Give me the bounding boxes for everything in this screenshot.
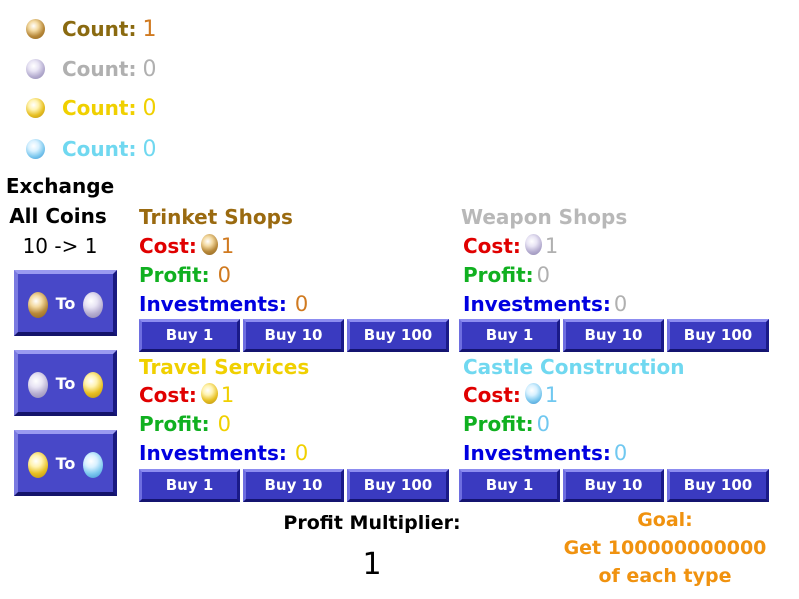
profit-multiplier-label: Profit Multiplier: — [283, 512, 461, 534]
diamond-coin-icon — [83, 452, 103, 478]
shop-title: Castle Construction — [463, 355, 685, 379]
silver-count-label: Count: 0 — [62, 57, 157, 82]
bronze-count-label: Count: 1 — [62, 17, 157, 42]
diamond-coin-icon — [524, 383, 542, 404]
buy-10-button[interactable]: Buy 10 — [563, 319, 664, 352]
buy-100-button[interactable]: Buy 100 — [667, 469, 769, 502]
buy-10-button[interactable]: Buy 10 — [243, 319, 344, 352]
buy-1-button[interactable]: Buy 1 — [459, 319, 560, 352]
gold-count-value: 0 — [142, 96, 157, 121]
bronze-coin-icon — [26, 19, 45, 39]
silver-coin-icon — [83, 292, 103, 318]
exchange-gold-to-diamond-button[interactable]: To — [14, 430, 117, 496]
diamond-count-value: 0 — [142, 137, 157, 162]
gold-count-label: Count: 0 — [62, 96, 157, 121]
goal-text: Get 100000000000 — [563, 537, 767, 559]
diamond-count-label: Count: 0 — [62, 137, 157, 162]
shop-profit: Profit: 0 — [139, 412, 232, 436]
buy-1-button[interactable]: Buy 1 — [459, 469, 560, 502]
shop-investments: Investments: 0 — [463, 292, 628, 316]
shop-cost: Cost: 1 — [463, 234, 559, 258]
shop-investments: Investments: 0 — [139, 292, 309, 316]
exchange-subtitle: All Coins — [9, 204, 107, 228]
buy-1-button[interactable]: Buy 1 — [139, 469, 240, 502]
gold-coin-icon — [83, 372, 103, 398]
shop-title: Travel Services — [139, 355, 310, 379]
shop-cost: Cost: 1 — [139, 383, 235, 407]
goal-subtext: of each type — [598, 565, 732, 587]
exchange-to-label: To — [55, 374, 76, 393]
gold-coin-icon — [28, 452, 48, 478]
shop-investments: Investments: 0 — [139, 441, 309, 465]
gold-coin-icon — [200, 383, 218, 404]
shop-title: Weapon Shops — [461, 205, 628, 229]
shop-cost: Cost: 1 — [139, 234, 235, 258]
exchange-silver-to-gold-button[interactable]: To — [14, 350, 117, 416]
diamond-coin-icon — [26, 139, 45, 159]
shop-title: Trinket Shops — [139, 205, 293, 229]
exchange-ratio: 10 -> 1 — [22, 234, 98, 258]
goal-title: Goal: — [637, 509, 693, 531]
exchange-to-label: To — [55, 294, 76, 313]
buy-1-button[interactable]: Buy 1 — [139, 319, 240, 352]
bronze-coin-icon — [28, 292, 48, 318]
silver-coin-icon — [524, 234, 542, 255]
shop-cost: Cost: 1 — [463, 383, 559, 407]
buy-100-button[interactable]: Buy 100 — [347, 469, 449, 502]
silver-coin-icon — [28, 372, 48, 398]
shop-profit: Profit: 0 — [139, 263, 232, 287]
silver-count-value: 0 — [142, 57, 157, 82]
shop-profit: Profit: 0 — [463, 263, 551, 287]
exchange-bronze-to-silver-button[interactable]: To — [14, 270, 117, 336]
buy-100-button[interactable]: Buy 100 — [667, 319, 769, 352]
buy-10-button[interactable]: Buy 10 — [563, 469, 664, 502]
gold-coin-icon — [26, 98, 45, 118]
buy-100-button[interactable]: Buy 100 — [347, 319, 449, 352]
shop-profit: Profit: 0 — [463, 412, 551, 436]
exchange-to-label: To — [55, 454, 76, 473]
silver-coin-icon — [26, 59, 45, 79]
shop-investments: Investments: 0 — [463, 441, 628, 465]
bronze-coin-icon — [200, 234, 218, 255]
exchange-title: Exchange — [5, 174, 115, 198]
buy-10-button[interactable]: Buy 10 — [243, 469, 344, 502]
bronze-count-value: 1 — [142, 17, 157, 42]
profit-multiplier-value: 1 — [362, 547, 382, 582]
